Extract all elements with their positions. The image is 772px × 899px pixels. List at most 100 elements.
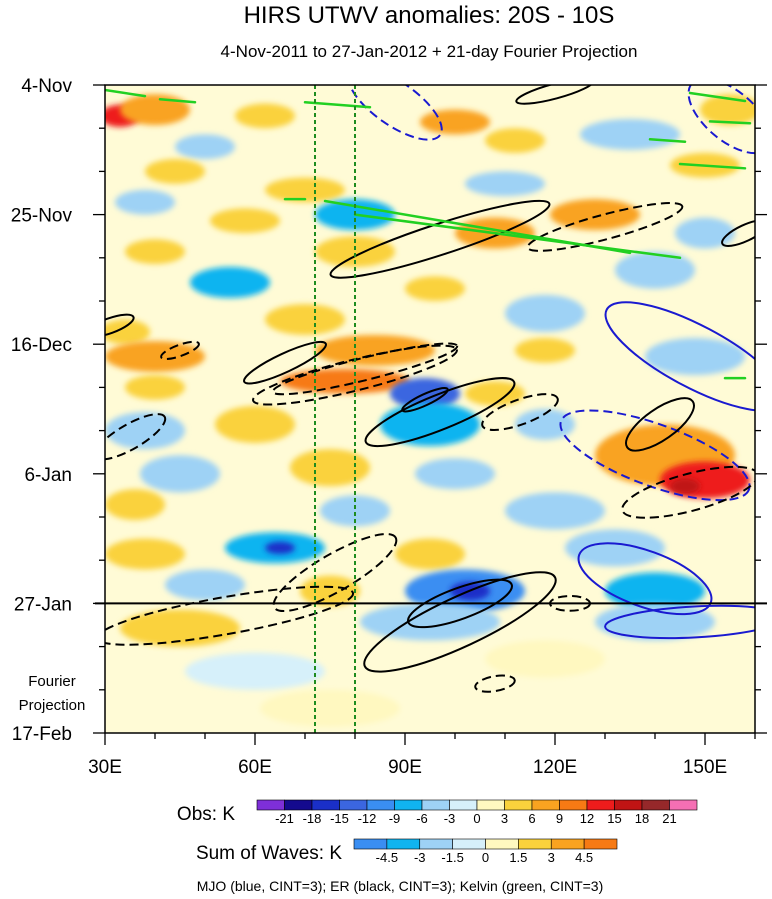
kelvin-contour: [648, 138, 687, 144]
x-tick-label: 60E: [238, 757, 272, 778]
anomaly-blob: [380, 402, 480, 447]
anomaly-blob: [115, 189, 175, 215]
colorbar-label: 18: [635, 811, 649, 826]
colorbar-label: 9: [556, 811, 563, 826]
anomaly-blob: [235, 103, 295, 129]
mjo-contour: [559, 409, 751, 502]
er-contour: [625, 397, 695, 452]
mjo-contour: [604, 301, 755, 412]
y-tick-label: 17-Feb: [12, 724, 72, 745]
anomaly-blob: [505, 492, 605, 530]
anomaly-blob: [320, 495, 390, 527]
colorbar-label: -3: [414, 850, 426, 865]
anomaly-blob: [215, 405, 295, 443]
anomaly-blob: [645, 338, 745, 376]
colorbar-swatch: [284, 799, 313, 811]
colorbar-swatch: [386, 838, 421, 850]
colorbar-label: 21: [662, 811, 676, 826]
colorbar-label: 4.5: [575, 850, 593, 865]
kelvin-contour: [708, 120, 752, 125]
anomaly-blob: [260, 689, 400, 727]
anomaly-blob: [660, 461, 750, 499]
y-tick-label: 27-Jan: [14, 594, 72, 615]
colorbar-swatch: [614, 799, 643, 811]
colorbar-swatch: [476, 799, 505, 811]
er-contour: [526, 202, 684, 252]
anomaly-blob: [415, 458, 495, 490]
er-contour: [407, 578, 513, 629]
x-axis-labels: 30E 60E 90E 120E 150E: [88, 757, 727, 778]
anomaly-blob: [265, 304, 345, 335]
anomaly-blob: [595, 603, 715, 641]
anomaly-blob: [395, 538, 465, 570]
anomaly-blob: [120, 609, 240, 647]
colorbar-label: -21: [275, 811, 294, 826]
colorbar-label: -15: [330, 811, 349, 826]
anomaly-blob: [700, 94, 755, 126]
colorbar-swatch: [559, 799, 588, 811]
colorbar-label: 1.5: [509, 850, 527, 865]
y-tick-label: 4-Nov: [21, 76, 72, 97]
er-contour: [252, 344, 458, 406]
mjo-contour: [604, 604, 755, 640]
anomaly-blob: [210, 208, 280, 234]
chart-subtitle: 4-Nov-2011 to 27-Jan-2012 + 21-day Fouri…: [221, 42, 638, 61]
anomaly-blob: [175, 134, 235, 160]
anomaly-blob: [485, 128, 545, 153]
anomaly-blob: [105, 412, 185, 450]
colorbar-label: 3: [548, 850, 555, 865]
anomaly-blob: [505, 294, 585, 332]
footer-caption: MJO (blue, CINT=3); ER (black, CINT=3); …: [197, 878, 604, 894]
er-contour: [621, 465, 755, 519]
colorbar-swatch: [366, 799, 395, 811]
projection-label-line2: Projection: [19, 697, 86, 714]
colorbar-label: -6: [416, 811, 428, 826]
colorbar-swatch: [256, 799, 285, 811]
plot-frame: [104, 84, 756, 734]
colorbar-swatch: [421, 799, 450, 811]
y-axis-labels: 4-Nov 25-Nov 16-Dec 6-Jan 27-Jan 17-Feb: [11, 76, 73, 745]
anomaly-blob: [265, 177, 345, 203]
er-contour: [160, 340, 200, 360]
anomaly-blob: [185, 652, 325, 690]
anomaly-blob: [190, 267, 270, 298]
kelvin-contour: [105, 88, 147, 98]
anomaly-blob: [125, 239, 185, 264]
er-contour: [243, 340, 327, 385]
y-tick-label: 6-Jan: [24, 465, 72, 486]
anomaly-blob: [515, 409, 575, 440]
chart-title: HIRS UTWV anomalies: 20S - 10S: [244, 2, 615, 29]
kelvin-contour: [303, 101, 372, 109]
kelvin-contour: [158, 97, 197, 104]
anomaly-blob: [615, 251, 695, 289]
anomaly-blob: [565, 529, 665, 567]
y-tick-label: 25-Nov: [11, 206, 73, 227]
anomaly-blob: [290, 449, 370, 487]
colorbar-swatch: [485, 838, 519, 850]
colorbar-swatch: [669, 799, 698, 811]
colorbar-label: -4.5: [376, 850, 398, 865]
anomaly-blob: [670, 478, 700, 495]
colorbar-swatch: [339, 799, 368, 811]
anomaly-blob: [465, 381, 525, 406]
anomaly-blob: [165, 569, 245, 601]
colorbar-swatch: [419, 838, 453, 850]
x-tick-label: 30E: [88, 757, 122, 778]
er-contour: [401, 387, 449, 413]
colorbar-label: 12: [580, 811, 594, 826]
colorbar-swatch: [394, 799, 423, 811]
anomaly-shading: [105, 94, 755, 727]
colorbar-swatch: [504, 799, 533, 811]
anomaly-blob: [315, 334, 435, 366]
er-contour: [105, 585, 355, 646]
colorbar-label: 15: [607, 811, 621, 826]
waves-colorbar: -4.5 -3 -1.5 0 1.5 3 4.5: [353, 838, 618, 865]
obs-colorbar-label: Obs: K: [177, 804, 235, 825]
colorbar-label: 0: [482, 850, 489, 865]
kelvin-contour: [678, 162, 747, 170]
x-tick-label: 90E: [388, 757, 422, 778]
waves-colorbar-label: Sum of Waves: K: [196, 843, 342, 864]
anomaly-blob: [265, 541, 295, 555]
colorbar-label: -12: [358, 811, 377, 826]
